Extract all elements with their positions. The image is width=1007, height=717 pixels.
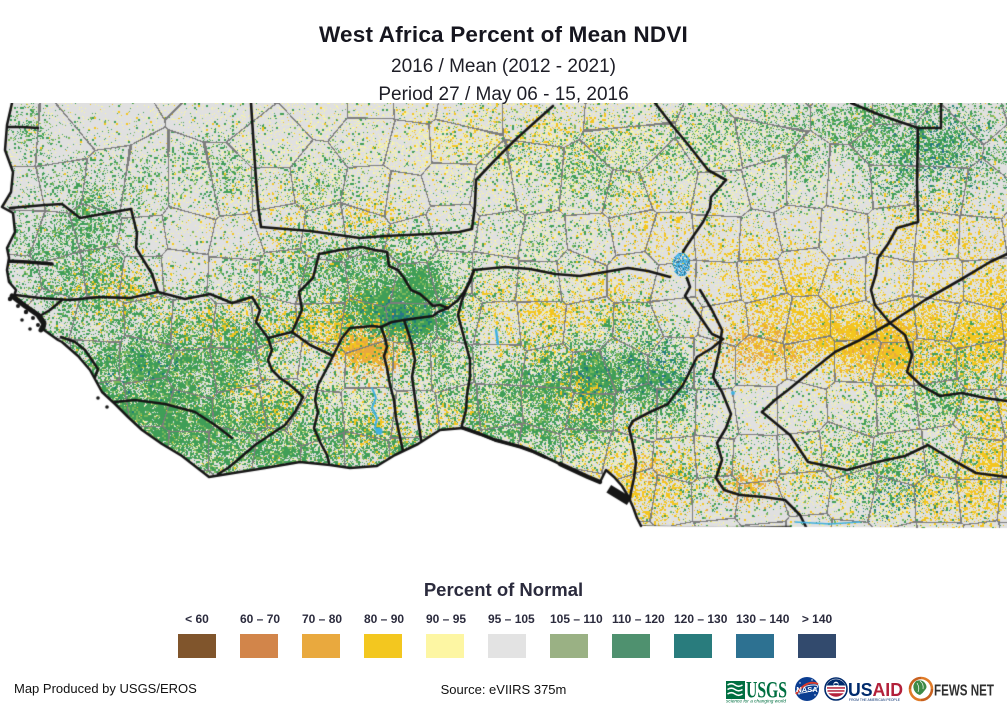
svg-text:NASA: NASA	[796, 685, 818, 694]
svg-text:USGS: USGS	[746, 678, 787, 703]
svg-text:FEWS NET: FEWS NET	[934, 683, 994, 700]
svg-text:science for a changing world: science for a changing world	[726, 699, 786, 704]
svg-text:FROM THE AMERICAN PEOPLE: FROM THE AMERICAN PEOPLE	[849, 697, 900, 702]
svg-text:USAID: USAID	[848, 680, 903, 700]
